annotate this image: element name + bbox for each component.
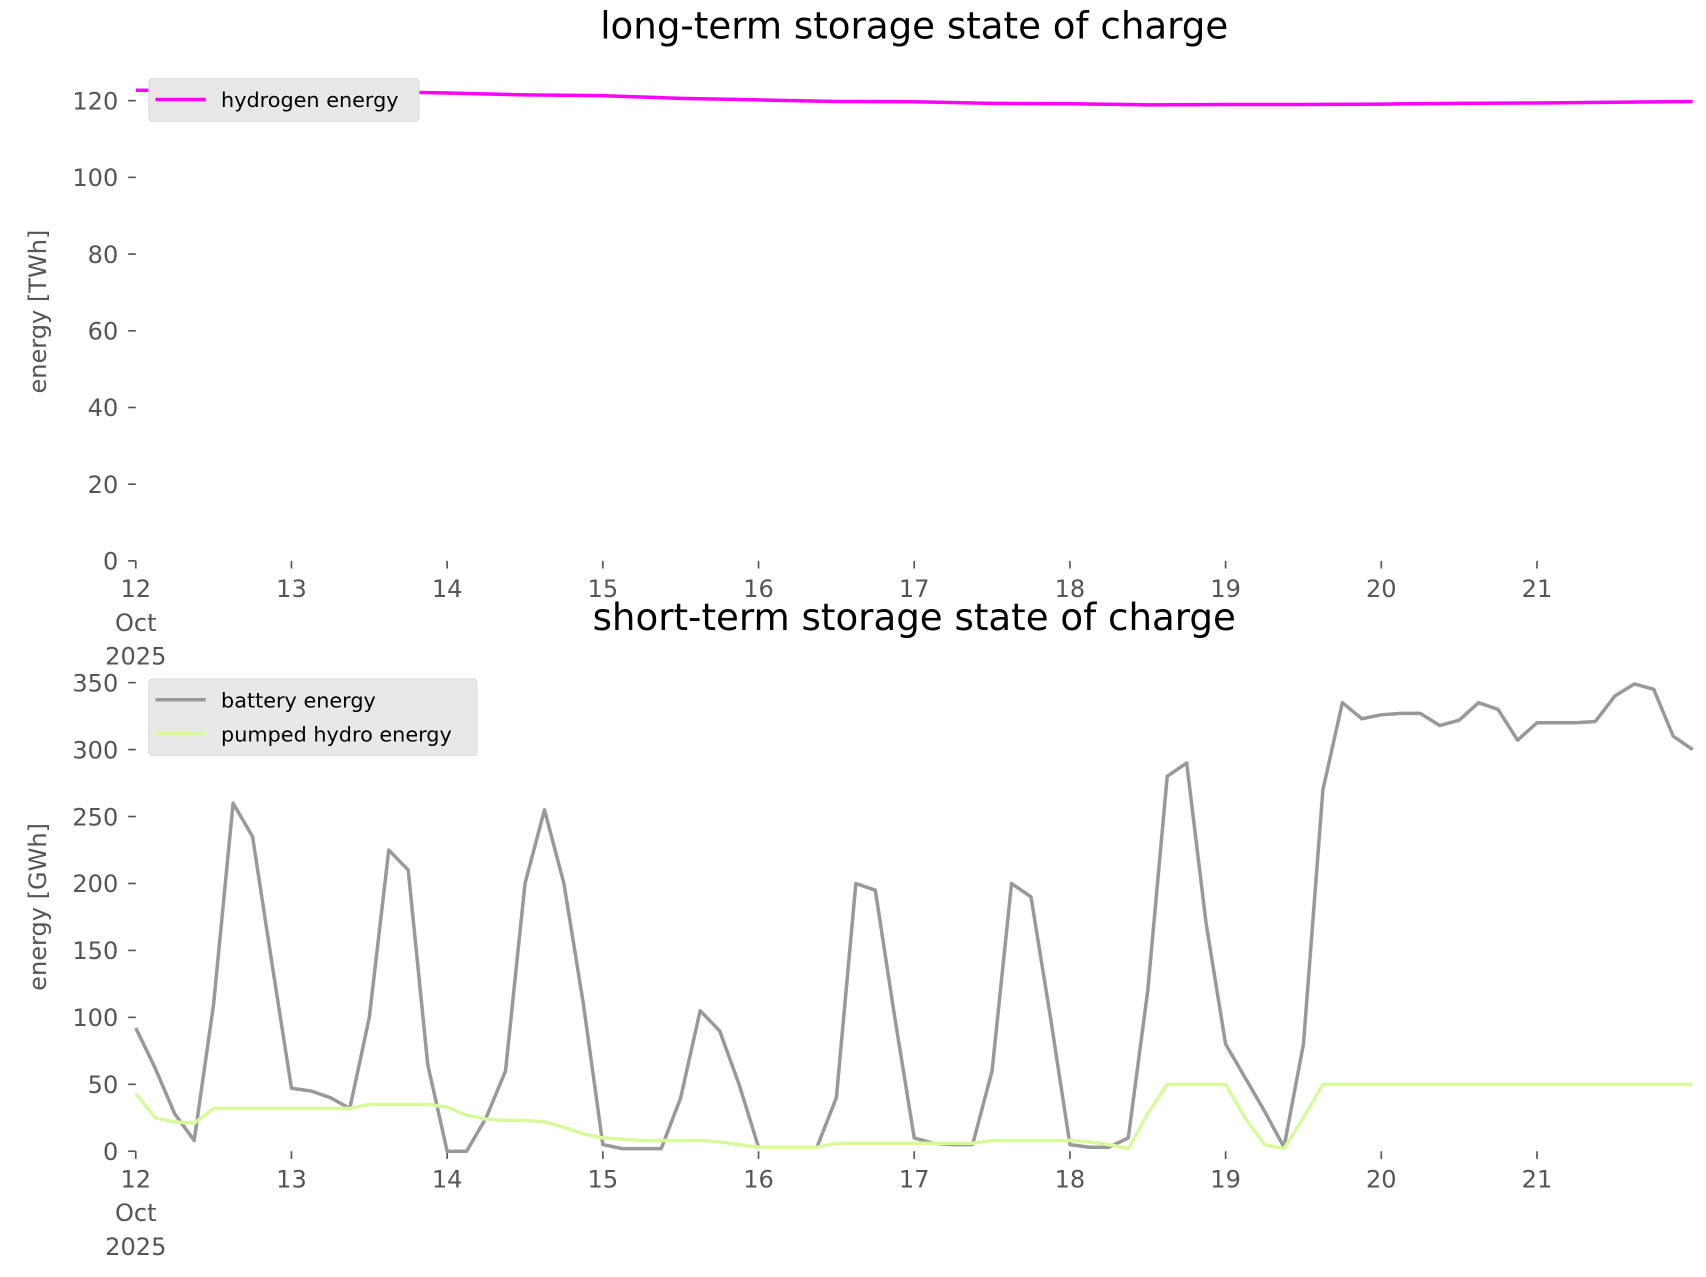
x-tick-label: 18 [1055,1165,1086,1193]
x-tick-label: 12 Oct 2025 [105,575,166,671]
legend-box [148,678,478,757]
x-tick-label: 14 [432,1165,463,1193]
x-tick-label: 13 [276,1165,307,1193]
x-tick-label: 17 [899,1165,930,1193]
series-line [134,682,1694,1154]
x-tick-label: 19 [1210,575,1241,603]
y-axis-label: energy [TWh] [24,230,52,394]
y-tick-label: 120 [72,87,118,115]
legend-label: battery energy [221,688,376,712]
y-tick-label: 60 [88,318,119,346]
y-tick-label: 0 [103,548,118,576]
legend-label: pumped hydro energy [221,722,452,746]
x-tick-label: 16 [743,1165,774,1193]
y-tick-label: 100 [72,164,118,192]
x-tick-label: 19 [1210,1165,1241,1193]
x-tick-label: 16 [743,575,774,603]
y-tick-label: 40 [88,394,119,422]
chart-title: short-term storage state of charge [593,595,1236,639]
y-tick-label: 80 [88,241,119,269]
x-tick-label: 21 [1522,575,1553,603]
legend-box [148,78,420,122]
y-tick-label: 20 [88,471,119,499]
x-tick-label: 15 [588,575,619,603]
x-tick-label: 18 [1055,575,1086,603]
y-tick-label: 200 [72,870,118,898]
legend: hydrogen energy [148,78,420,122]
y-tick-label: 300 [72,736,118,764]
y-tick-label: 50 [88,1071,119,1099]
x-tick-label: 17 [899,575,930,603]
chart-title: long-term storage state of charge [600,3,1228,47]
x-tick-label: 13 [276,575,307,603]
y-tick-label: 0 [103,1138,118,1166]
legend: battery energy pumped hydro energy [148,678,478,757]
legend-label: hydrogen energy [221,88,398,112]
x-tick-label: 12 Oct 2025 [105,1165,166,1261]
x-tick-label: 20 [1366,1165,1397,1193]
series-line [134,1082,1693,1151]
y-tick-label: 350 [72,669,118,697]
x-tick-label: 15 [588,1165,619,1193]
x-tick-label: 20 [1366,575,1397,603]
y-tick-label: 150 [72,937,118,965]
y-axis-label: energy [GWh] [24,823,52,991]
y-tick-label: 100 [72,1004,118,1032]
x-tick-label: 14 [432,575,463,603]
x-tick-label: 21 [1522,1165,1553,1193]
y-tick-label: 250 [72,803,118,831]
